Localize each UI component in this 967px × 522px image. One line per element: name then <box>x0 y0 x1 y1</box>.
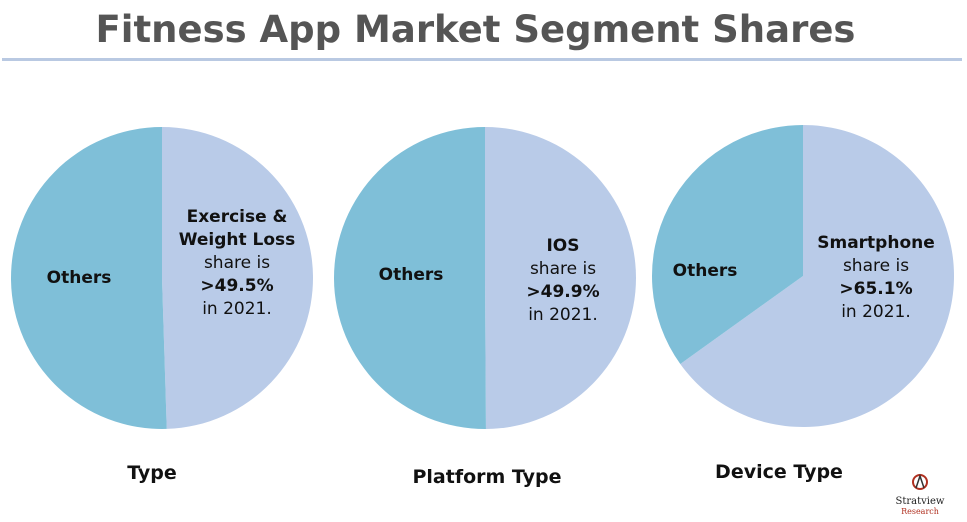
chart-caption-platform-type: Platform Type <box>412 466 562 488</box>
chart-caption-device-type: Device Type <box>715 461 843 483</box>
pie-slice-ios <box>485 127 636 429</box>
pie-slice-exercise-weight-loss <box>162 127 313 429</box>
pie-slice-others <box>651 125 803 364</box>
others-label: Others <box>673 261 738 281</box>
logo-subname: Research <box>901 507 939 516</box>
annotation-line: >49.9% <box>526 282 599 302</box>
title-divider <box>2 58 962 61</box>
pie-slice-others <box>10 127 167 429</box>
pie-slice-smartphone <box>680 125 954 427</box>
annotation-line: Weight Loss <box>179 230 296 250</box>
annotation-line: Smartphone <box>817 233 935 253</box>
pie-slice-others <box>333 127 486 429</box>
annotation-line: share is <box>204 253 270 273</box>
logo-mark-icon <box>912 473 928 490</box>
others-label: Others <box>47 268 112 288</box>
chart-caption-type: Type <box>127 462 177 484</box>
stratview-logo: Stratview Research <box>880 468 960 518</box>
logo-name: Stratview <box>895 496 945 507</box>
annotation-line: IOS <box>546 236 579 256</box>
annotation-line: share is <box>843 256 909 276</box>
annotation-line: in 2021. <box>528 305 598 325</box>
annotation-line: share is <box>530 259 596 279</box>
annotation-line: >49.5% <box>200 276 273 296</box>
others-label: Others <box>379 265 444 285</box>
annotation-line: in 2021. <box>202 299 272 319</box>
annotation-line: in 2021. <box>841 302 911 322</box>
page-title: Fitness App Market Segment Shares <box>95 8 856 51</box>
annotation-line: >65.1% <box>839 279 912 299</box>
annotation-line: Exercise & <box>187 207 288 227</box>
